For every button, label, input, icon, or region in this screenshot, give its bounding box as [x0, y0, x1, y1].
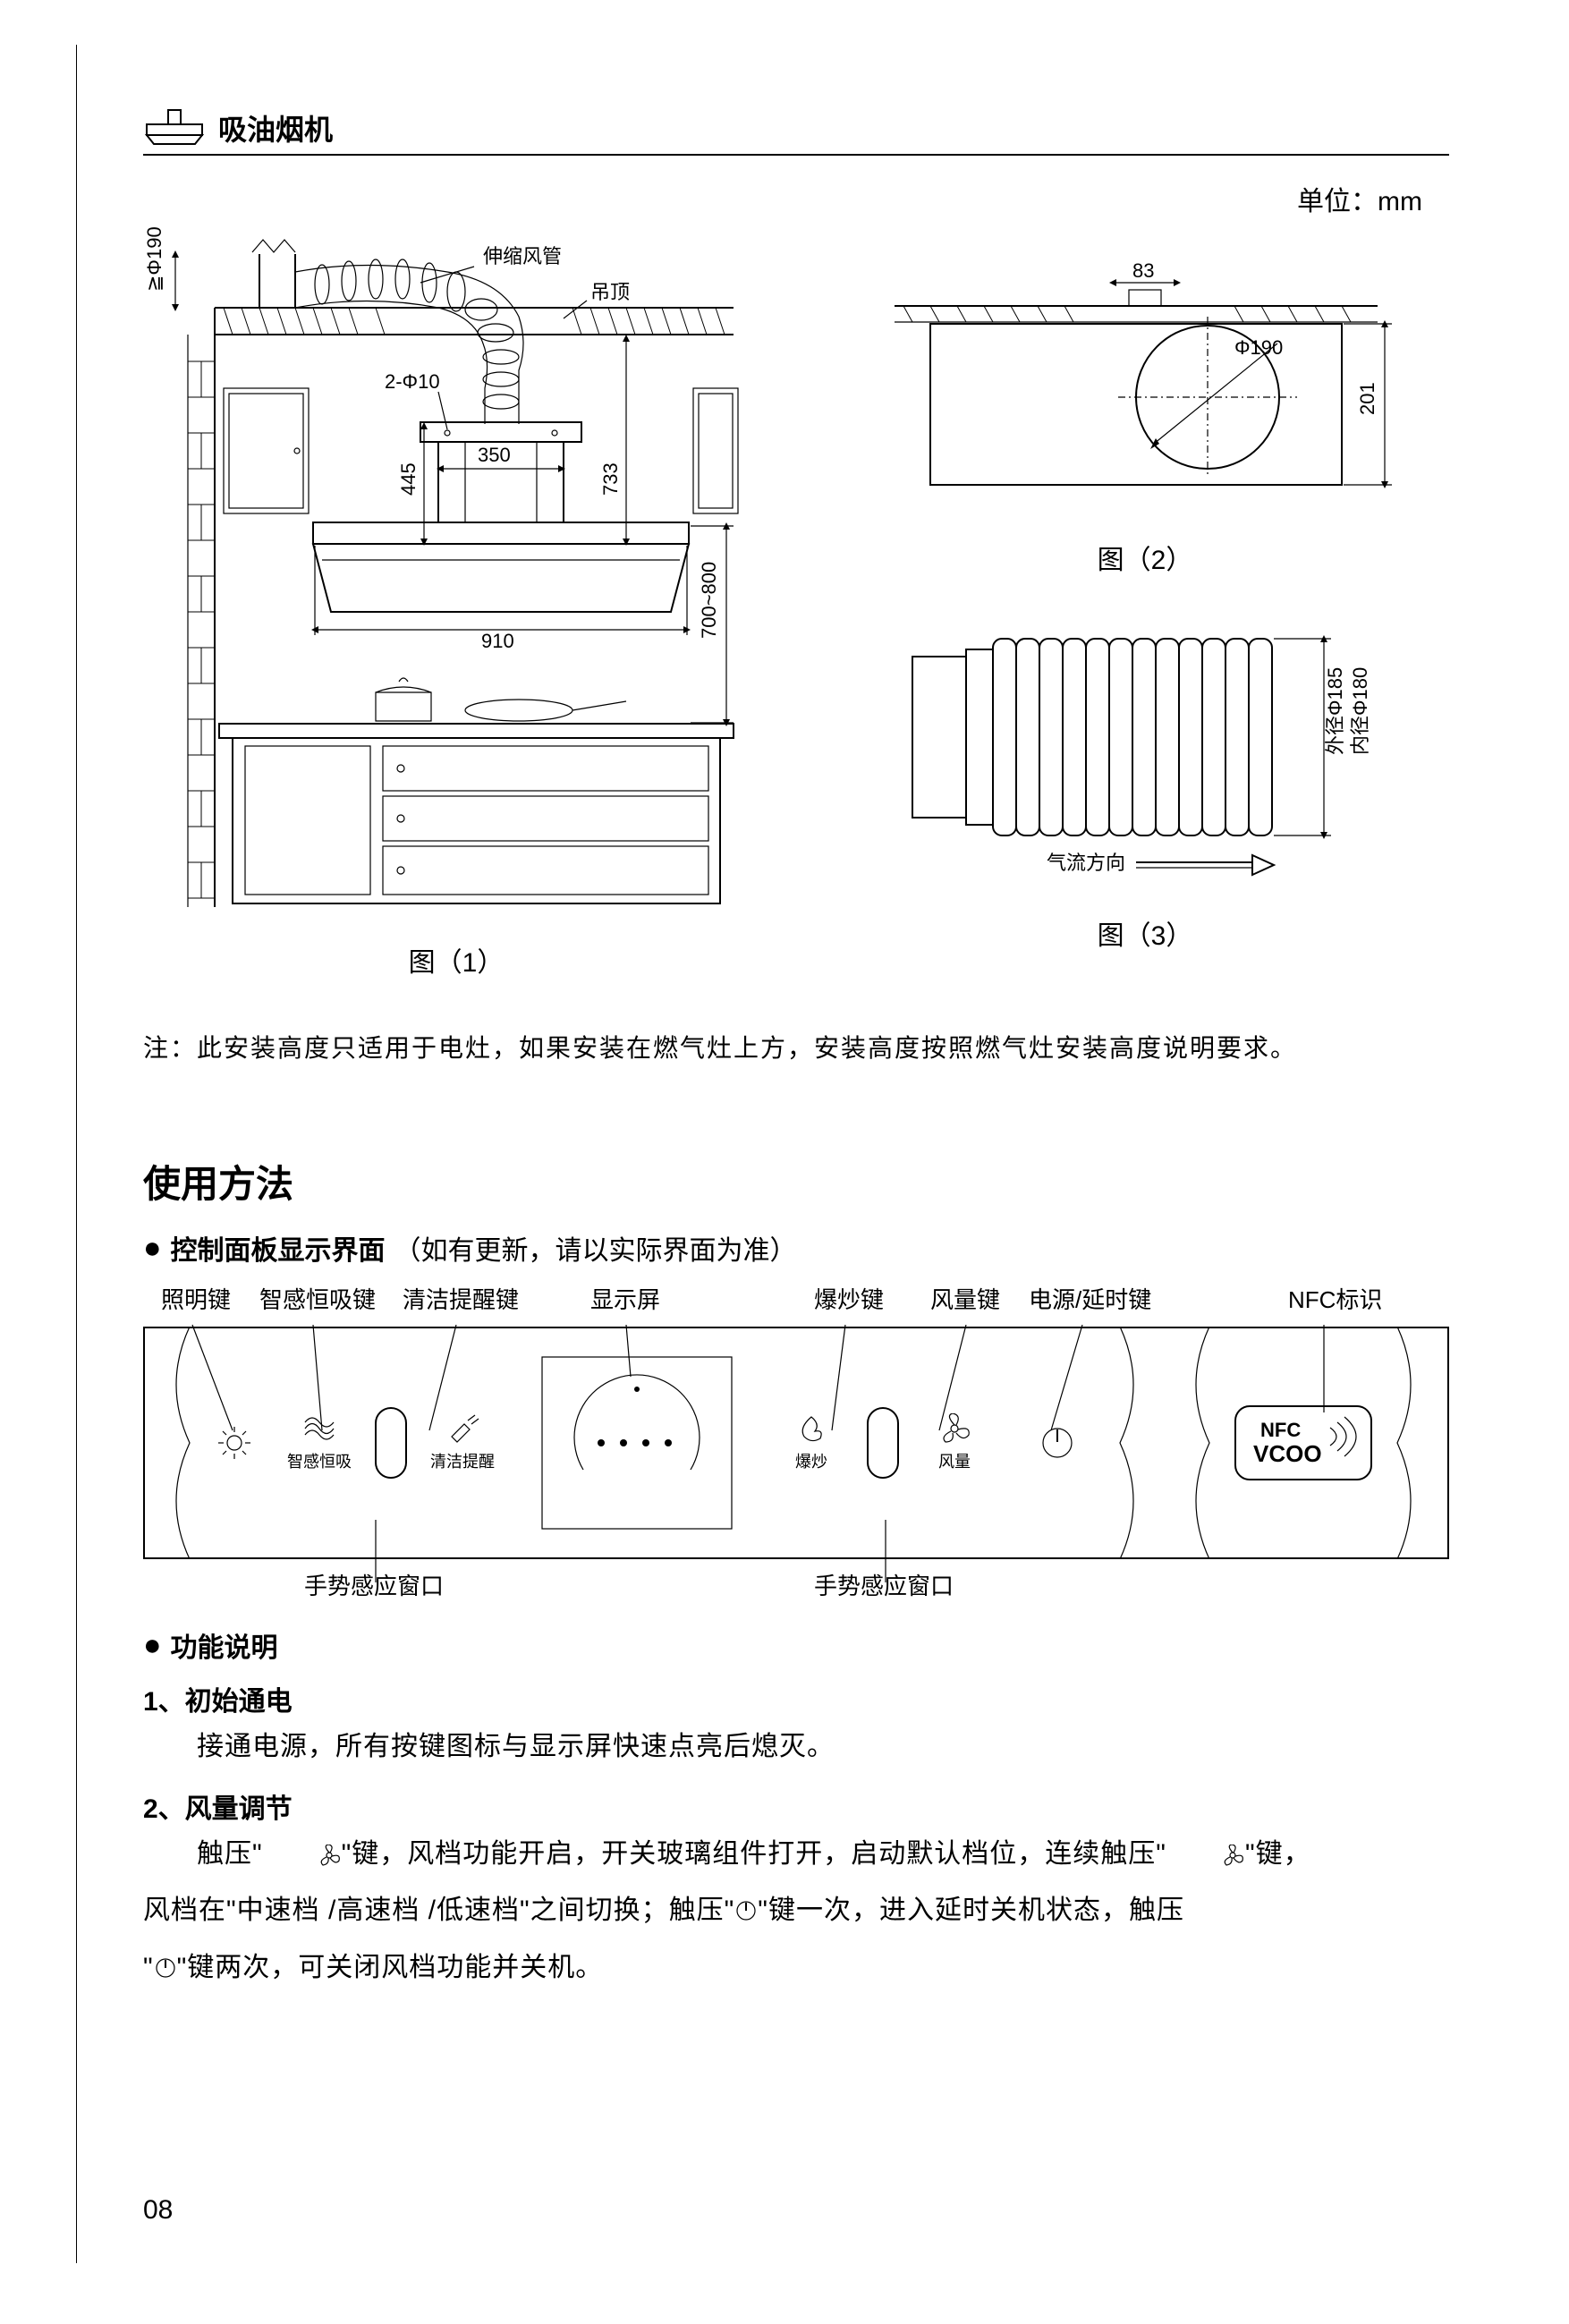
section-2-body-l3: ""键两次，可关闭风档功能并关机。 — [143, 1943, 1449, 1997]
svg-text:445: 445 — [397, 462, 420, 496]
figure-2: 83 Φ190 201 图（2） — [877, 254, 1413, 577]
header-divider — [143, 154, 1449, 156]
svg-text:910: 910 — [481, 630, 514, 652]
svg-text:2-Φ10: 2-Φ10 — [385, 370, 440, 393]
stir-fry-button[interactable]: 爆炒 — [762, 1328, 861, 1557]
section-1-body: 接通电源，所有按键图标与显示屏快速点亮后熄灭。 — [143, 1722, 1449, 1772]
fan-icon — [263, 1833, 342, 1883]
svg-text:700~800: 700~800 — [698, 562, 720, 639]
svg-text:气流方向: 气流方向 — [1047, 852, 1125, 874]
wave-icon — [301, 1413, 337, 1444]
usage-heading: 使用方法 — [143, 1154, 1449, 1209]
fig1-caption: 图（1） — [143, 940, 769, 980]
svg-text:吊顶: 吊顶 — [590, 281, 630, 303]
power-icon — [154, 1947, 177, 1997]
page-header: 吸油烟机 — [143, 107, 1449, 148]
fan-icon — [937, 1413, 972, 1444]
clean-reminder-button[interactable]: 清洁提醒 — [413, 1328, 512, 1557]
section-2-body: 触压""键，风档功能开启，开关玻璃组件打开，启动默认档位，连续触压""键， — [143, 1829, 1449, 1883]
fig2-caption: 图（2） — [877, 538, 1413, 577]
section-1-title: 1、初始通电 — [143, 1679, 1449, 1718]
power-icon — [734, 1889, 758, 1939]
svg-text:201: 201 — [1356, 382, 1378, 415]
sun-icon — [215, 1423, 254, 1463]
section-2-body-l2: 风档在"中速档 /高速档 /低速档"之间切换；触压""键一次，进入延时关机状态，… — [143, 1886, 1449, 1939]
install-note: 注：此安装高度只适用于电灶，如果安装在燃气灶上方，安装高度按照燃气灶安装高度说明… — [143, 1029, 1449, 1064]
svg-text:内径Φ180: 内径Φ180 — [1349, 667, 1371, 755]
page-title: 吸油烟机 — [218, 107, 333, 148]
nfc-badge: NFCVCOO — [1218, 1328, 1388, 1557]
panel-title: ● 控制面板显示界面（如有更新，请以实际界面为准） — [143, 1228, 1449, 1268]
panel-bottom-labels: 手势感应窗口 手势感应窗口 — [143, 1568, 1449, 1607]
function-heading: ●功能说明 — [143, 1625, 1449, 1665]
diagrams-area: ≧Φ190 伸缩风管 吊顶 2-Φ10 350 445 733 700~800 … — [143, 200, 1449, 1023]
panel-wave-left — [145, 1328, 199, 1557]
svg-text:733: 733 — [599, 462, 622, 496]
svg-text:350: 350 — [478, 444, 511, 466]
hood-icon — [143, 108, 206, 148]
svg-text:伸缩风管: 伸缩风管 — [483, 245, 562, 267]
control-panel: 智感恒吸 清洁提醒 爆炒 风量 NFCVCOO — [143, 1327, 1449, 1559]
flame-fan-icon — [793, 1413, 829, 1444]
fig3-caption: 图（3） — [877, 913, 1413, 953]
display-screen — [512, 1328, 762, 1557]
fan-icon — [1166, 1833, 1245, 1883]
svg-text:NFC: NFC — [1260, 1419, 1301, 1441]
wind-button[interactable]: 风量 — [905, 1328, 1004, 1557]
panel-top-labels: 照明键 智感恒吸键 清洁提醒键 显示屏 爆炒键 风量键 电源/延时键 NFC标识 — [143, 1282, 1449, 1321]
svg-text:外径Φ185: 外径Φ185 — [1324, 667, 1346, 755]
svg-text:VCOO: VCOO — [1253, 1440, 1322, 1467]
power-button[interactable] — [1004, 1328, 1111, 1557]
light-button[interactable] — [199, 1328, 270, 1557]
page-number: 08 — [143, 2195, 173, 2226]
figure-3: 外径Φ185 内径Φ180 气流方向 图（3） — [877, 594, 1413, 953]
brush-icon — [445, 1413, 480, 1444]
svg-text:≧Φ190: ≧Φ190 — [143, 227, 165, 292]
power-icon — [1037, 1422, 1078, 1463]
gesture-window-2[interactable] — [867, 1407, 899, 1479]
svg-text:Φ190: Φ190 — [1234, 336, 1283, 359]
smart-suction-button[interactable]: 智感恒吸 — [270, 1328, 369, 1557]
figure-1: ≧Φ190 伸缩风管 吊顶 2-Φ10 350 445 733 700~800 … — [143, 227, 769, 980]
section-2-title: 2、风量调节 — [143, 1786, 1449, 1826]
svg-text:83: 83 — [1132, 259, 1154, 282]
gesture-window-1[interactable] — [375, 1407, 407, 1479]
